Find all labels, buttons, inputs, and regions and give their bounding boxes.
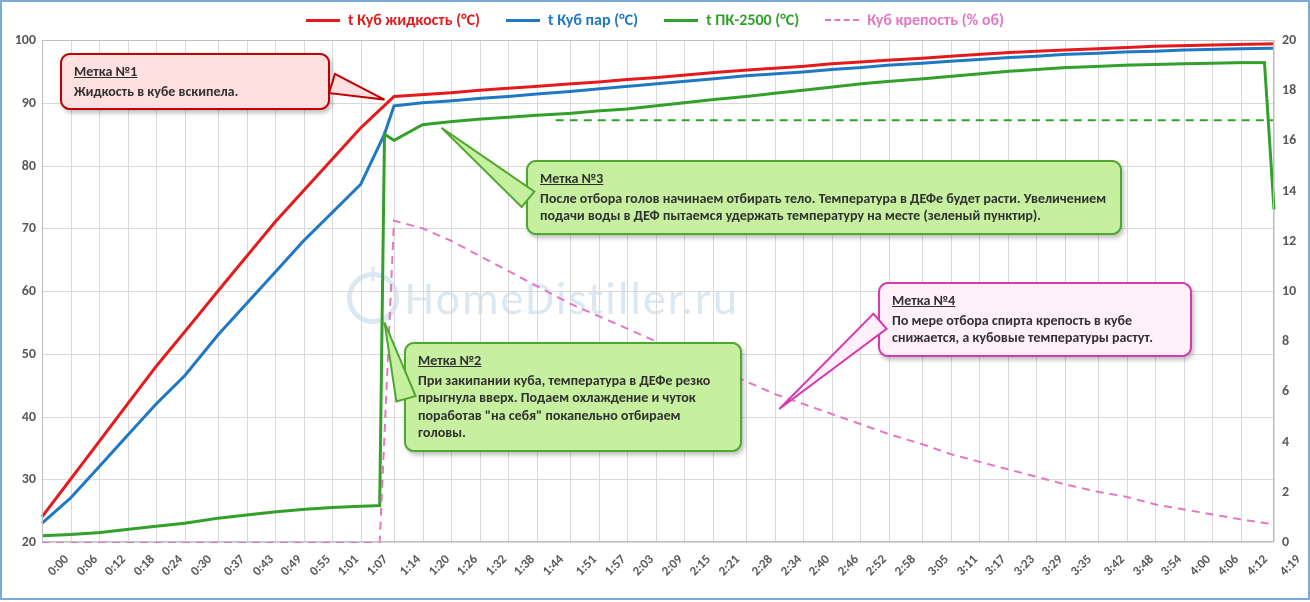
x-tick-label: 2:46	[834, 552, 861, 579]
x-tick-label: 1:14	[397, 552, 424, 579]
annotation-mark3: Метка №3 После отбора голов начинаем отби…	[526, 160, 1122, 235]
legend-label: Куб крепость (% об)	[867, 11, 1004, 30]
x-tick-label: 1:38	[511, 552, 538, 579]
legend-swatch	[306, 19, 340, 22]
y2-tick-label: 16	[1282, 131, 1296, 148]
y2-tick-label: 18	[1282, 81, 1296, 98]
y2-tick-label: 8	[1282, 332, 1289, 349]
legend-swatch	[506, 19, 540, 22]
legend-item: t Куб пар (°С)	[506, 11, 638, 30]
x-tick-label: 0:37	[221, 552, 248, 579]
x-tick-label: 0:18	[130, 552, 157, 579]
x-tick-label: 1:44	[540, 552, 567, 579]
annotation-text: По мере отбора спирта крепость в кубе сн…	[892, 312, 1153, 347]
y2-tick-label: 20	[1282, 31, 1296, 48]
x-tick-label: 1:32	[482, 552, 509, 579]
x-tick-label: 1:01	[335, 552, 362, 579]
annotation-title: Метка №4	[892, 292, 1178, 310]
x-tick-label: 1:20	[425, 552, 452, 579]
x-tick-label: 2:15	[687, 552, 714, 579]
legend-swatch	[664, 19, 698, 22]
x-tick-label: 3:54	[1158, 552, 1185, 579]
annotation-title: Метка №3	[540, 170, 1108, 188]
y2-tick-label: 0	[1282, 533, 1289, 550]
x-tick-label: 4:19	[1277, 552, 1304, 579]
x-tick-label: 2:52	[863, 552, 890, 579]
y1-tick-label: 100	[2, 31, 36, 48]
x-tick-label: 2:03	[630, 552, 657, 579]
legend-label: t ПК-2500 (°С)	[706, 11, 799, 30]
y1-tick-label: 80	[2, 157, 36, 174]
y1-tick-label: 90	[2, 94, 36, 111]
x-tick-label: 0:30	[188, 552, 215, 579]
y1-tick-label: 70	[2, 219, 36, 236]
y2-tick-label: 2	[1282, 483, 1289, 500]
x-tick-label: 4:06	[1215, 552, 1242, 579]
x-tick-label: 1:07	[364, 552, 391, 579]
gridline-v	[1274, 40, 1275, 542]
x-tick-label: 3:42	[1101, 552, 1128, 579]
annotation-text: После отбора голов начинаем отбирать тел…	[540, 190, 1106, 225]
x-tick-label: 0:49	[278, 552, 305, 579]
x-tick-label: 0:06	[73, 552, 100, 579]
chart-container: t Куб жидкость (°С) t Куб пар (°С) t ПК-25…	[0, 0, 1310, 600]
legend-label: t Куб пар (°С)	[548, 11, 638, 30]
legend-item: Куб крепость (% об)	[825, 11, 1004, 30]
x-tick-label: 0:43	[249, 552, 276, 579]
y2-tick-label: 14	[1282, 182, 1296, 199]
y1-tick-label: 40	[2, 408, 36, 425]
x-tick-label: 4:12	[1244, 552, 1271, 579]
x-tick-label: 3:29	[1039, 552, 1066, 579]
x-tick-label: 2:34	[777, 552, 804, 579]
x-tick-label: 3:48	[1129, 552, 1156, 579]
x-tick-label: 2:58	[892, 552, 919, 579]
y1-tick-label: 20	[2, 533, 36, 550]
annotation-text: Жидкость в кубе вскипела.	[74, 83, 238, 100]
y2-tick-label: 6	[1282, 382, 1289, 399]
legend-item: t ПК-2500 (°С)	[664, 11, 799, 30]
x-tick-label: 3:35	[1068, 552, 1095, 579]
x-tick-label: 0:12	[102, 552, 129, 579]
chart-legend: t Куб жидкость (°С) t Куб пар (°С) t ПК-25…	[2, 6, 1308, 34]
legend-label: t Куб жидкость (°С)	[348, 11, 480, 30]
x-tick-label: 2:40	[806, 552, 833, 579]
y1-tick-label: 30	[2, 470, 36, 487]
x-tick-label: 1:51	[573, 552, 600, 579]
x-tick-label: 2:09	[658, 552, 685, 579]
x-tick-label: 3:17	[982, 552, 1009, 579]
annotation-title: Метка №1	[74, 63, 316, 81]
y1-tick-label: 60	[2, 282, 36, 299]
x-tick-label: 0:55	[306, 552, 333, 579]
legend-swatch	[825, 19, 859, 21]
x-tick-label: 3:11	[953, 552, 980, 579]
x-tick-label: 4:00	[1186, 552, 1213, 579]
annotation-title: Метка №2	[418, 352, 728, 370]
y1-tick-label: 50	[2, 345, 36, 362]
y2-tick-label: 4	[1282, 433, 1289, 450]
x-tick-label: 1:26	[454, 552, 481, 579]
y2-tick-label: 10	[1282, 282, 1296, 299]
annotation-text: При закипании куба, температура в ДЕФе р…	[418, 372, 710, 442]
legend-item: t Куб жидкость (°С)	[306, 11, 480, 30]
x-tick-label: 3:05	[925, 552, 952, 579]
annotation-mark2: Метка №2 При закипании куба, температура …	[404, 342, 742, 452]
y2-tick-label: 12	[1282, 232, 1296, 249]
annotation-mark4: Метка №4 По мере отбора спирта крепость в…	[878, 282, 1192, 357]
annotation-mark1: Метка №1 Жидкость в кубе вскипела.	[60, 53, 330, 110]
x-tick-label: 0:00	[45, 552, 72, 579]
x-tick-label: 2:28	[749, 552, 776, 579]
x-tick-label: 0:24	[159, 552, 186, 579]
x-tick-label: 1:57	[601, 552, 628, 579]
x-tick-label: 2:21	[716, 552, 743, 579]
x-tick-label: 3:23	[1010, 552, 1037, 579]
